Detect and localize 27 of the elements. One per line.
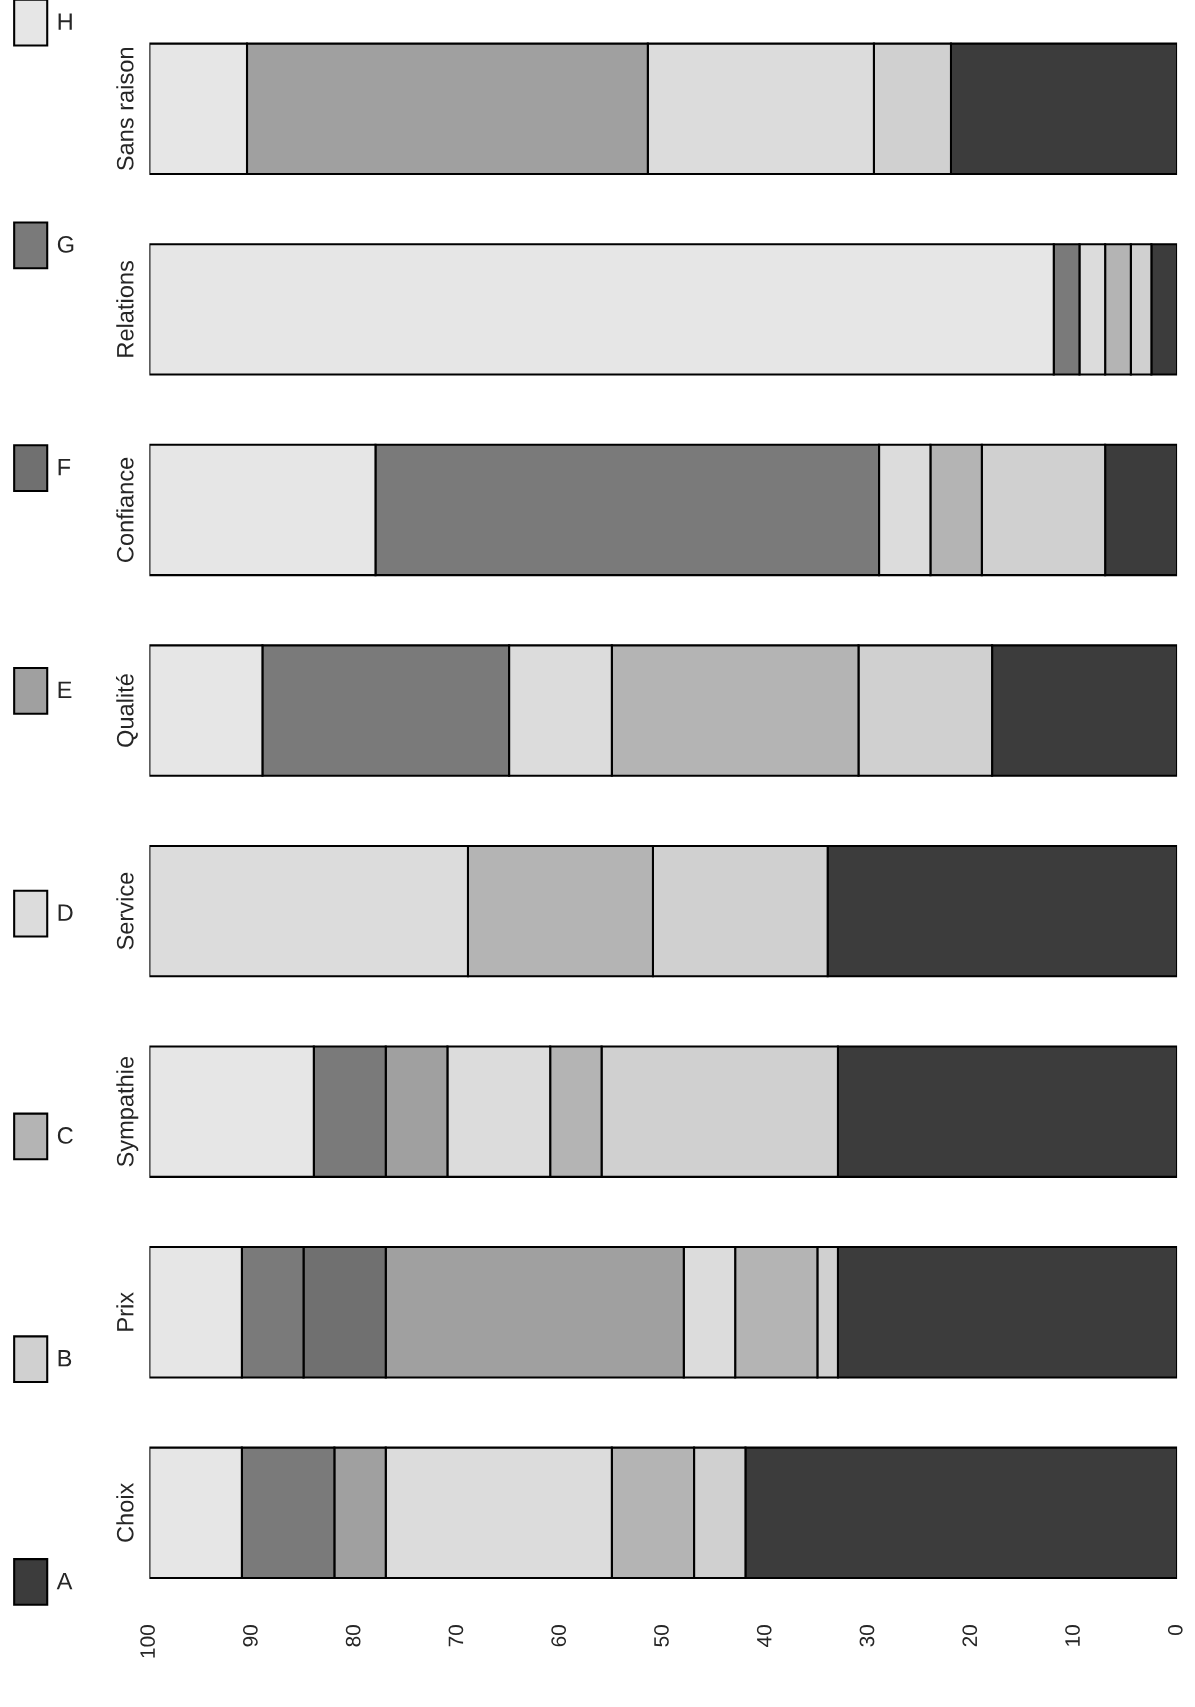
legend-label: G <box>57 236 74 253</box>
x-tick-label: 60 <box>551 1625 567 1647</box>
y-tick-label: Relations <box>116 261 134 357</box>
legend-label: F <box>58 459 71 476</box>
y-tick-label: Choix <box>116 1482 134 1542</box>
y-tick-label: Service <box>116 872 134 950</box>
y-tick-label: Sympathie <box>116 1056 139 1167</box>
legend-label: E <box>58 681 72 699</box>
legend-label: B <box>58 1350 72 1367</box>
x-tick-label: 50 <box>654 1625 669 1647</box>
legend-label: H <box>58 13 72 30</box>
x-tick-label: 0 <box>1167 1625 1183 1635</box>
x-tick-label: 20 <box>962 1625 978 1647</box>
x-tick-label: 30 <box>859 1625 875 1647</box>
x-tick-label: 40 <box>756 1625 772 1647</box>
y-tick-label: Sans raison <box>116 48 134 171</box>
x-tick-label: 80 <box>345 1625 361 1647</box>
x-tick-label: 90 <box>242 1625 258 1647</box>
x-tick-label: 10 <box>1065 1625 1080 1646</box>
legend-label: D <box>58 904 73 921</box>
y-tick-label: Prix <box>116 1292 134 1331</box>
y-tick-label: Confiance <box>116 457 134 562</box>
legend-label: C <box>57 1127 73 1144</box>
y-tick-label: Qualité <box>115 674 138 747</box>
x-tick-label: 100 <box>140 1625 155 1658</box>
x-tick-label: 70 <box>448 1625 464 1647</box>
legend-label: A <box>56 1572 73 1590</box>
